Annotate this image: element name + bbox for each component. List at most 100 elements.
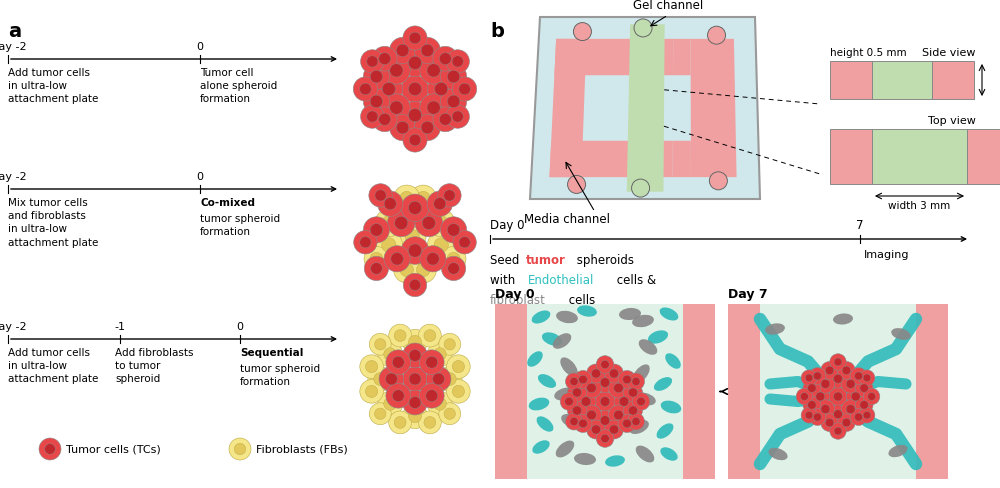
Circle shape [813,372,821,380]
Circle shape [419,350,444,375]
Circle shape [378,342,403,367]
Ellipse shape [660,308,678,321]
Circle shape [609,425,619,434]
Circle shape [447,96,460,108]
Circle shape [838,362,855,380]
Circle shape [409,373,421,385]
Circle shape [365,386,378,398]
Circle shape [850,368,867,385]
Circle shape [596,356,614,373]
Circle shape [574,415,592,433]
Circle shape [370,253,383,265]
Circle shape [369,403,391,425]
Bar [967,130,1000,184]
Circle shape [623,375,631,384]
Circle shape [632,393,650,410]
Circle shape [560,393,578,410]
Circle shape [619,397,629,407]
Circle shape [409,397,421,408]
Circle shape [403,129,427,153]
Circle shape [568,176,586,194]
Circle shape [364,247,389,272]
Circle shape [452,112,463,123]
Circle shape [403,330,427,354]
Circle shape [427,342,452,367]
Text: spheroids: spheroids [573,253,634,266]
Circle shape [401,237,429,265]
Circle shape [427,102,440,115]
Circle shape [427,391,452,416]
Circle shape [821,405,830,414]
Circle shape [587,410,596,420]
Text: Add fibroblasts
to tumor
spheroid: Add fibroblasts to tumor spheroid [115,347,194,384]
Circle shape [379,114,391,126]
Circle shape [604,364,624,383]
Circle shape [387,210,415,237]
Text: 0: 0 [237,321,244,331]
Circle shape [396,45,409,58]
Circle shape [830,354,846,370]
Circle shape [427,64,440,78]
Circle shape [433,373,445,385]
Circle shape [420,58,447,85]
Circle shape [383,95,410,122]
Text: 0: 0 [197,172,204,182]
Circle shape [424,417,436,428]
Circle shape [384,398,397,410]
Circle shape [410,257,436,284]
Ellipse shape [632,315,654,327]
Ellipse shape [634,393,656,406]
Circle shape [453,231,476,254]
Circle shape [401,76,429,103]
Ellipse shape [661,401,681,413]
Circle shape [586,364,606,383]
Ellipse shape [537,416,553,432]
Circle shape [433,108,458,132]
Text: Add tumor cells
in ultra-low
attachment plate: Add tumor cells in ultra-low attachment … [8,68,98,104]
Circle shape [409,410,421,423]
Circle shape [813,413,821,421]
Circle shape [403,367,427,391]
Circle shape [414,38,440,64]
Circle shape [427,210,455,237]
Circle shape [434,198,446,210]
Bar [916,305,948,479]
Circle shape [391,253,403,265]
Circle shape [595,373,615,393]
Circle shape [353,78,378,102]
Ellipse shape [665,353,681,369]
Circle shape [229,438,251,460]
Circle shape [859,370,875,386]
Circle shape [601,434,609,443]
Circle shape [370,71,383,84]
Circle shape [433,348,446,361]
Circle shape [447,224,460,237]
Circle shape [446,105,469,129]
Circle shape [414,115,440,142]
Circle shape [401,50,429,78]
Circle shape [398,224,426,251]
Ellipse shape [553,333,571,349]
Circle shape [803,380,821,397]
Circle shape [863,411,871,419]
Circle shape [572,406,582,415]
Circle shape [401,195,429,222]
Circle shape [409,135,421,146]
Ellipse shape [636,446,654,463]
Circle shape [600,397,610,407]
Text: height 0.5 mm: height 0.5 mm [830,48,907,58]
Text: 7: 7 [856,219,864,231]
Text: cells: cells [565,293,595,306]
Circle shape [447,355,470,379]
Circle shape [452,386,465,398]
Polygon shape [627,25,665,192]
Circle shape [841,400,860,419]
Circle shape [568,401,586,420]
Text: tumor spheroid
formation: tumor spheroid formation [200,214,280,237]
Text: Day 0: Day 0 [495,287,535,301]
Ellipse shape [560,358,578,377]
Circle shape [395,217,408,230]
Polygon shape [530,18,760,200]
Text: Gel channel: Gel channel [633,0,703,12]
Circle shape [829,370,847,388]
